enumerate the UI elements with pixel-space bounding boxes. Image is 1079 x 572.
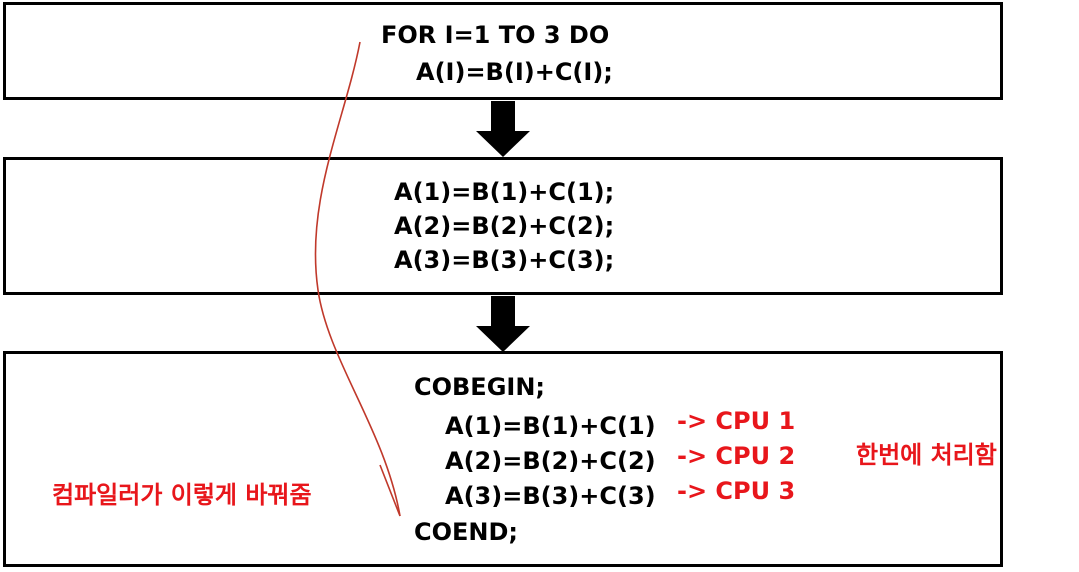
down-arrow-icon: [476, 296, 530, 352]
loop-header: FOR I=1 TO 3 DO: [381, 21, 610, 49]
cpu-label-2: -> CPU 2: [677, 442, 796, 470]
cobegin-keyword: COBEGIN;: [414, 373, 546, 401]
unrolled-statement-3: A(3)=B(3)+C(3);: [394, 246, 615, 274]
down-arrow-icon: [476, 101, 530, 157]
unrolled-statement-2: A(2)=B(2)+C(2);: [394, 212, 615, 240]
parallel-code-box: [3, 351, 1003, 567]
loop-body: A(I)=B(I)+C(I);: [416, 58, 613, 86]
parallel-statement-3: A(3)=B(3)+C(3): [445, 482, 656, 510]
cpu-label-1: -> CPU 1: [677, 407, 796, 435]
parallel-statement-2: A(2)=B(2)+C(2): [445, 447, 656, 475]
unrolled-code-box: [3, 157, 1003, 295]
loop-code-box: [3, 2, 1003, 100]
parallel-statement-1: A(1)=B(1)+C(1): [445, 412, 656, 440]
parallel-note: 한번에 처리함: [856, 441, 997, 469]
unrolled-statement-1: A(1)=B(1)+C(1);: [394, 178, 615, 206]
cpu-label-3: -> CPU 3: [677, 477, 796, 505]
compiler-note: 컴파일러가 이렇게 바꿔줌: [52, 481, 312, 509]
coend-keyword: COEND;: [414, 518, 519, 546]
